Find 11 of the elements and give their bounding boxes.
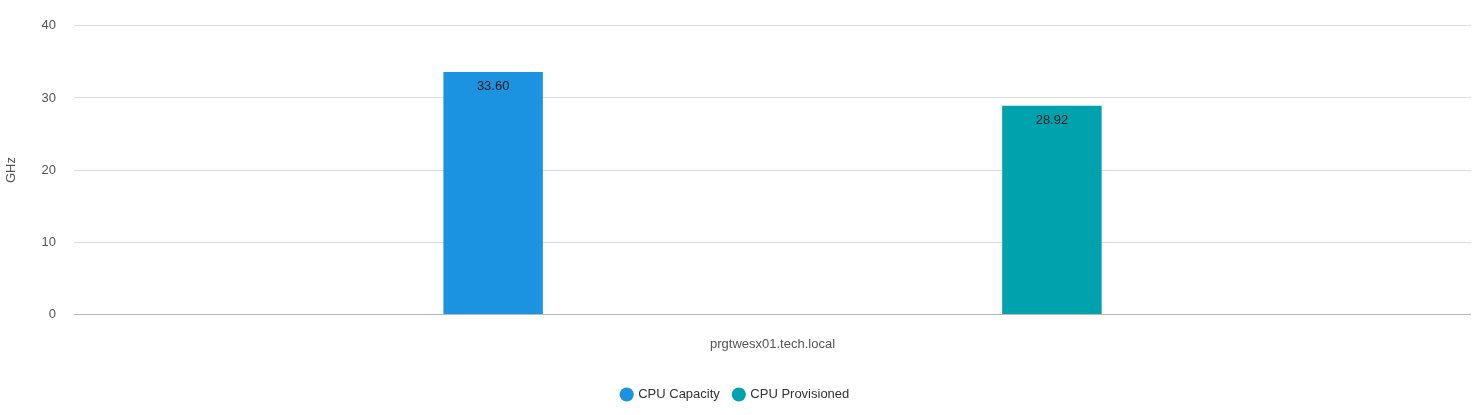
y-tick-label: 10 [41, 233, 57, 249]
legend-label: CPU Provisioned [750, 386, 850, 402]
y-tick-label: 40 [41, 17, 57, 33]
y-tick-label: 0 [48, 305, 57, 321]
data-label: 33.60 [476, 78, 510, 94]
y-axis-title: GHz [3, 157, 19, 184]
legend-label: CPU Capacity [638, 386, 721, 402]
data-label: 28.92 [1035, 111, 1069, 127]
x-tick-label: prgtwesx01.tech.local [710, 335, 836, 351]
y-tick-label: 30 [41, 89, 57, 105]
y-tick-label: 20 [41, 161, 57, 177]
